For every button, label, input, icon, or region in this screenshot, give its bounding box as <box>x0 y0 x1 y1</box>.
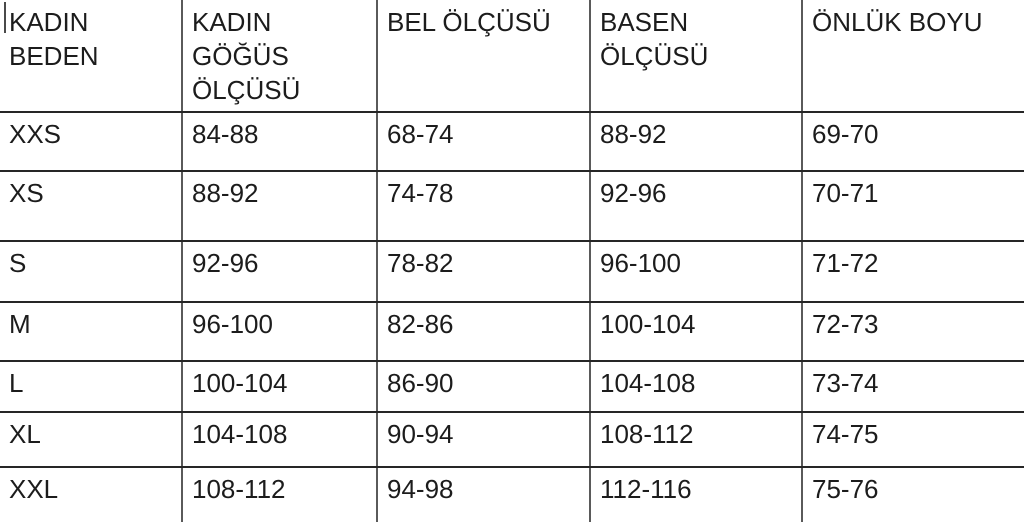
cell-hip: 112-116 <box>590 467 803 522</box>
cell-waist: 74-78 <box>377 171 591 243</box>
col-header-kadin-beden: KADIN BEDEN <box>0 0 183 114</box>
cell-size: XXL <box>0 467 183 522</box>
cell-size: M <box>0 302 183 363</box>
table-row-s: S 92-96 78-82 96-100 71-72 <box>0 241 1024 304</box>
table-row-xxl: XXL 108-112 94-98 112-116 75-76 <box>0 467 1024 522</box>
cell-waist: 68-74 <box>377 112 591 173</box>
cell-length: 74-75 <box>802 412 1024 469</box>
table-row-m: M 96-100 82-86 100-104 72-73 <box>0 302 1024 363</box>
cell-length: 71-72 <box>802 241 1024 304</box>
cell-size: XL <box>0 412 183 469</box>
cell-waist: 86-90 <box>377 361 591 414</box>
cell-chest: 104-108 <box>182 412 378 469</box>
table-row-xl: XL 104-108 90-94 108-112 74-75 <box>0 412 1024 469</box>
col-header-bel-olcusu: BEL ÖLÇÜSÜ <box>377 0 591 114</box>
cell-hip: 88-92 <box>590 112 803 173</box>
cell-hip: 100-104 <box>590 302 803 363</box>
cell-length: 69-70 <box>802 112 1024 173</box>
cell-size: L <box>0 361 183 414</box>
cell-length: 73-74 <box>802 361 1024 414</box>
cell-waist: 94-98 <box>377 467 591 522</box>
cell-hip: 104-108 <box>590 361 803 414</box>
cell-waist: 82-86 <box>377 302 591 363</box>
cell-chest: 84-88 <box>182 112 378 173</box>
header-row: KADIN BEDEN KADIN GÖĞÜS ÖLÇÜSÜ BEL ÖLÇÜS… <box>0 0 1024 114</box>
cell-chest: 100-104 <box>182 361 378 414</box>
col-header-basen-olcusu: BASEN ÖLÇÜSÜ <box>590 0 803 114</box>
cell-chest: 92-96 <box>182 241 378 304</box>
cell-chest: 96-100 <box>182 302 378 363</box>
cell-hip: 108-112 <box>590 412 803 469</box>
cell-chest: 108-112 <box>182 467 378 522</box>
cell-size: S <box>0 241 183 304</box>
cell-size: XS <box>0 171 183 243</box>
cell-waist: 90-94 <box>377 412 591 469</box>
cell-length: 70-71 <box>802 171 1024 243</box>
table-row-l: L 100-104 86-90 104-108 73-74 <box>0 361 1024 414</box>
table-row-xxs: XXS 84-88 68-74 88-92 69-70 <box>0 112 1024 173</box>
left-border-fragment <box>4 2 6 33</box>
cell-length: 75-76 <box>802 467 1024 522</box>
col-header-onluk-boyu: ÖNLÜK BOYU <box>802 0 1024 114</box>
cell-hip: 96-100 <box>590 241 803 304</box>
table-row-xs: XS 88-92 74-78 92-96 70-71 <box>0 171 1024 243</box>
cell-chest: 88-92 <box>182 171 378 243</box>
cell-length: 72-73 <box>802 302 1024 363</box>
cell-waist: 78-82 <box>377 241 591 304</box>
cell-hip: 92-96 <box>590 171 803 243</box>
col-header-kadin-gogus-olcusu: KADIN GÖĞÜS ÖLÇÜSÜ <box>182 0 378 114</box>
cell-size: XXS <box>0 112 183 173</box>
